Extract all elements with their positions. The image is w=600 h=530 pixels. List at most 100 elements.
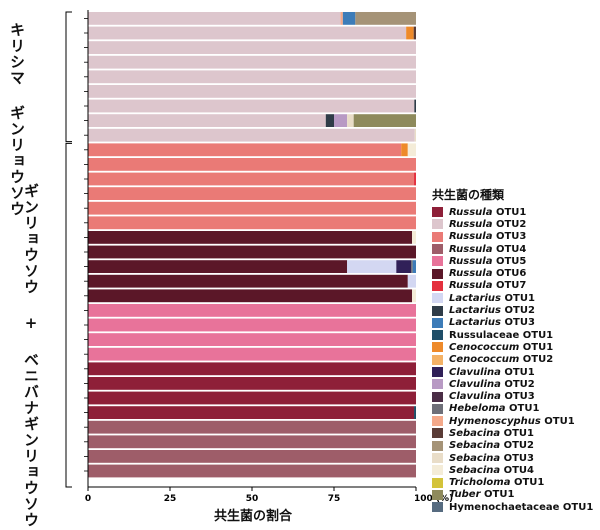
legend-genus: Russula: [449, 231, 493, 243]
legend-otu: OTU2: [500, 378, 535, 390]
bar-segment: [88, 347, 416, 361]
x-tick-label: 25: [164, 494, 177, 504]
bar-segment: [334, 114, 348, 127]
legend-genus: Lactarius: [449, 305, 502, 317]
legend-otu: OTU1: [500, 427, 535, 439]
legend-otu: OTU2: [492, 218, 527, 230]
bar-segment: [88, 216, 416, 230]
x-tick-label: 0: [85, 494, 91, 504]
bar-segment: [88, 464, 416, 478]
legend-otu: OTU3: [492, 231, 527, 243]
x-tick-label: 75: [328, 494, 341, 504]
bar-segment: [88, 274, 408, 288]
legend-otu: OTU5: [492, 255, 527, 267]
bar-segment: [88, 362, 416, 376]
legend-swatch: [432, 440, 443, 451]
bar-segment: [396, 260, 412, 273]
legend-otu: OTU1: [505, 403, 540, 415]
legend-swatch: [432, 244, 443, 255]
legend-otu: OTU3: [500, 452, 535, 464]
bar-segment: [414, 99, 416, 113]
legend-otu: OTU2: [500, 440, 535, 452]
legend-genus: Lactarius: [449, 292, 502, 304]
legend-otu: OTU6: [492, 268, 527, 280]
legend-swatch: [432, 330, 443, 341]
legend-item: Lactarius OTU3: [432, 317, 593, 329]
bar-segment: [88, 304, 416, 317]
bar-segment: [414, 406, 416, 419]
legend-item: Tuber OTU1: [432, 489, 593, 501]
legend: 共生菌の種類 Russula OTU1 Russula OTU2 Russula O…: [432, 186, 593, 513]
x-axis-title: 共生菌の割合: [214, 509, 293, 524]
legend-item: Hymenoscyphus OTU1: [432, 415, 593, 427]
legend-otu: OTU3: [501, 317, 535, 329]
legend-swatch: [432, 416, 443, 427]
bar-segment: [88, 114, 326, 127]
bar-segment: [88, 12, 341, 25]
bar-segment: [411, 260, 413, 273]
group-label-kirishima: キリシマ ギンリョウソウ: [8, 22, 26, 217]
bar-segment: [355, 12, 416, 25]
legend-item: Lactarius OTU2: [432, 304, 593, 316]
bar-segment: [88, 85, 416, 98]
bar-segment: [340, 12, 343, 25]
bar-segment: [401, 143, 408, 157]
legend-genus: Russula: [449, 280, 493, 292]
x-tick-label: 50: [246, 494, 259, 504]
bar-segment: [88, 289, 413, 303]
legend-genus: Russula: [449, 255, 493, 267]
legend-genus: Lactarius: [449, 317, 502, 329]
legend-genus: Sebacina: [449, 440, 501, 452]
legend-item: Clavulina OTU2: [432, 378, 593, 390]
legend-otu: OTU1: [510, 477, 545, 489]
legend-swatch: [432, 391, 443, 402]
bar-segment: [88, 128, 415, 142]
legend-genus: Hebeloma: [449, 403, 506, 415]
legend-genus: Russula: [449, 243, 493, 255]
legend-swatch: [432, 317, 443, 328]
bar-segment: [325, 114, 334, 127]
bar-segment: [88, 245, 416, 259]
bar-segment: [88, 201, 416, 215]
bar-segment: [88, 158, 416, 171]
legend-otu: OTU1: [500, 366, 535, 378]
legend-otu: OTU3: [500, 391, 535, 403]
legend-swatch: [432, 453, 443, 464]
legend-genus: Clavulina: [449, 378, 501, 390]
legend-item: Russulaceae OTU1: [432, 329, 593, 341]
group-label-ginryousou-benibana: ギンリョウソウ + ベニバナギンリョウソウ: [22, 183, 40, 528]
legend-genus: Sebacina: [449, 452, 501, 464]
legend-item: Hebeloma OTU1: [432, 403, 593, 415]
bar-segment: [347, 260, 397, 273]
legend-swatch: [432, 293, 443, 304]
legend-swatch: [432, 403, 443, 414]
legend-swatch: [432, 268, 443, 279]
bar-segment: [88, 420, 416, 434]
legend-genus: Hymenoscyphus: [449, 415, 541, 427]
legend-genus: Cenococcum: [449, 354, 520, 366]
bar-segment: [88, 143, 402, 157]
legend-genus: Cenococcum: [449, 341, 520, 353]
legend-otu: Russulaceae OTU1: [449, 329, 554, 341]
legend-item: Cenococcum OTU2: [432, 354, 593, 366]
legend-genus: Russula: [449, 268, 493, 280]
bar-segment: [412, 289, 416, 303]
bar-segment: [347, 114, 354, 127]
bar-segment: [88, 231, 413, 244]
legend-otu: OTU4: [500, 464, 535, 476]
legend-swatch: [432, 428, 443, 439]
legend-swatch: [432, 280, 443, 291]
legend-swatch: [432, 256, 443, 267]
legend-item: Sebacina OTU1: [432, 427, 593, 439]
legend-swatch: [432, 367, 443, 377]
legend-otu: Hymenochaetaceae OTU1: [449, 501, 594, 513]
bar-segment: [342, 12, 356, 25]
legend-otu: OTU4: [492, 243, 527, 255]
bar-segment: [406, 26, 414, 40]
group-bracket: [65, 11, 72, 143]
bar-segment: [88, 187, 416, 200]
bar-segment: [88, 318, 416, 332]
legend-genus: Sebacina: [449, 427, 501, 439]
bar-segment: [88, 41, 416, 54]
legend-swatch: [432, 502, 443, 513]
